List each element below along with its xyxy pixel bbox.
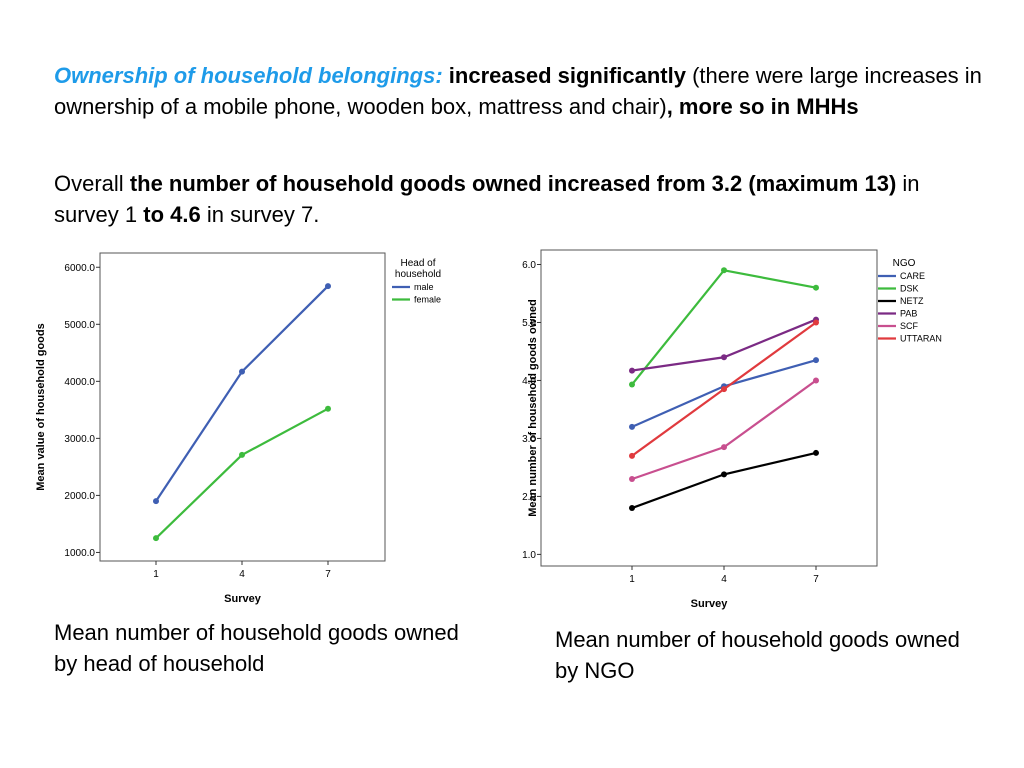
chart-2: 1.0 2.0 3.0 4.0 5.0 6.0 1 4 7 Survey Mean number o…	[522, 249, 942, 610]
y-tick-label: 4.0	[522, 376, 536, 387]
legend-label-pab: PAB	[900, 309, 917, 319]
series-line-care	[631, 359, 817, 428]
legend-label-care: CARE	[900, 271, 925, 281]
legend: NGO CARE DSK NETZ PAB SCF UTTARAN	[878, 258, 942, 344]
caption-ngo: Mean number of household goods owned by …	[555, 627, 960, 683]
data-point-netz	[629, 505, 635, 512]
data-point-dsk	[721, 267, 727, 274]
x-tick-label: 7	[325, 569, 331, 580]
data-point-uttaran	[813, 319, 819, 326]
y-tick-label: 1000.0	[64, 548, 95, 559]
series-line-scf	[631, 379, 817, 481]
overall-bold-2: to 4.6	[143, 202, 201, 227]
x-tick-label: 1	[629, 574, 635, 585]
y-tick-label: 3.0	[522, 434, 536, 445]
ownership-paragraph: Ownership of household belongings: incre…	[54, 60, 984, 122]
plot-frame	[540, 249, 878, 567]
x-tick-label: 4	[239, 569, 245, 580]
data-point-dsk	[813, 284, 819, 291]
data-point-female	[153, 535, 159, 542]
x-axis-label: Survey	[691, 598, 729, 610]
x-tick-label: 7	[813, 574, 819, 585]
ownership-bold-2: , more so in MHHs	[666, 94, 859, 119]
series-line-female	[155, 407, 329, 539]
overall-bold-1: the number of household goods owned incr…	[129, 171, 897, 196]
data-point-netz	[721, 471, 727, 478]
x-tick-label: 4	[721, 574, 727, 585]
data-point-male	[325, 283, 331, 290]
legend: Head of household male female	[392, 258, 441, 305]
y-tick-label: 1.0	[522, 550, 536, 561]
y-tick-label: 4000.0	[64, 377, 95, 388]
y-tick-label: 5.0	[522, 318, 536, 329]
data-point-care	[629, 423, 635, 430]
data-point-dsk	[629, 381, 635, 388]
y-tick-label: 2.0	[522, 492, 536, 503]
y-tick-label: 5000.0	[64, 320, 95, 331]
series-line-pab	[631, 318, 817, 372]
data-point-male	[239, 368, 245, 375]
data-point-scf	[721, 444, 727, 451]
chart-1: 1000.0 2000.0 3000.0 4000.0 5000.0 6000.0 1 4 7 S…	[35, 252, 441, 605]
data-point-uttaran	[721, 386, 727, 393]
legend-label-male: male	[414, 282, 434, 292]
overall-plain-1: Overall	[54, 171, 124, 196]
series-line-male	[155, 285, 329, 502]
series-line-netz	[631, 451, 817, 510]
legend-label-netz: NETZ	[900, 296, 924, 306]
legend-title: NGO	[893, 258, 916, 269]
data-point-male	[153, 498, 159, 505]
data-point-netz	[813, 449, 819, 456]
data-point-female	[325, 405, 331, 412]
data-point-pab	[721, 354, 727, 361]
data-point-female	[239, 451, 245, 458]
legend-label-dsk: DSK	[900, 284, 919, 294]
ownership-bold-1: increased significantly	[448, 63, 686, 88]
overall-paragraph: Overall the number of household goods ow…	[54, 168, 984, 230]
caption-head-of-household: Mean number of household goods owned by …	[54, 620, 459, 676]
overall-plain-2: in survey 1	[54, 171, 920, 227]
legend-label-uttaran: UTTARAN	[900, 334, 942, 344]
ownership-heading: Ownership of household belongings:	[54, 63, 443, 88]
overall-plain-3: in survey 7.	[206, 202, 320, 227]
x-axis-label: Survey	[224, 593, 262, 605]
data-point-scf	[629, 476, 635, 483]
plot-frame	[99, 252, 386, 562]
data-point-care	[813, 357, 819, 364]
legend-label-scf: SCF	[900, 321, 919, 331]
legend-label-female: female	[414, 295, 441, 305]
x-tick-label: 1	[153, 569, 159, 580]
data-point-uttaran	[629, 452, 635, 459]
ownership-detail: (there were large increases in ownership…	[54, 63, 982, 119]
y-tick-label: 3000.0	[64, 434, 95, 445]
y-tick-label: 6000.0	[64, 263, 95, 274]
legend-title: Head of household	[395, 258, 441, 280]
data-point-scf	[813, 377, 819, 384]
y-tick-label: 6.0	[522, 260, 536, 271]
y-axis-label: Mean number of household goods owned	[527, 299, 539, 517]
y-tick-label: 2000.0	[64, 491, 95, 502]
y-axis-label: Mean value of household goods	[35, 323, 47, 490]
data-point-pab	[629, 367, 635, 374]
